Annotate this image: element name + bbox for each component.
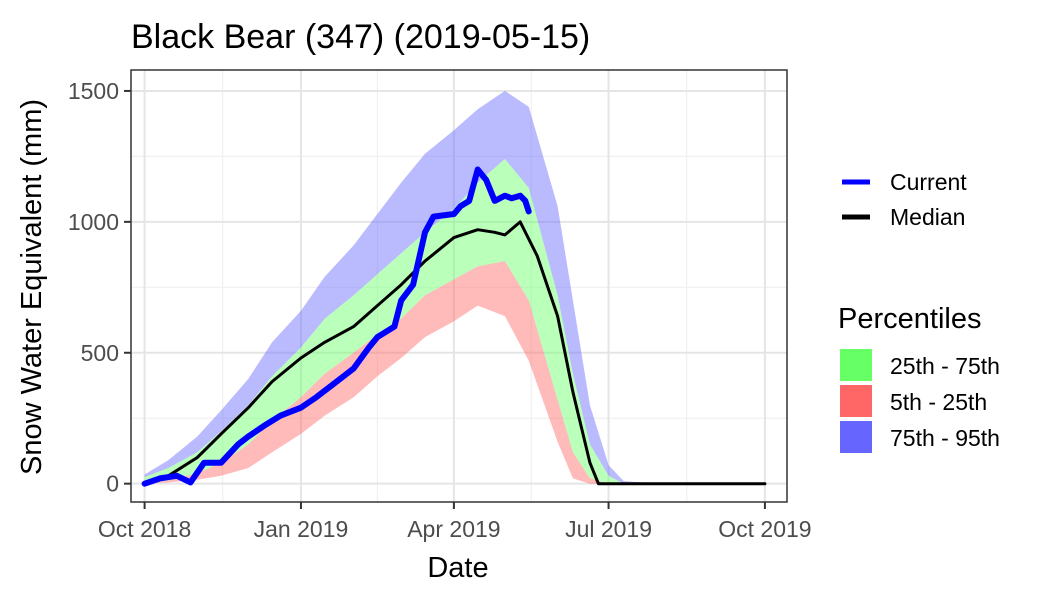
legend-swatch bbox=[840, 421, 872, 453]
x-tick-label: Apr 2019 bbox=[407, 516, 500, 542]
band-5th-25th bbox=[144, 261, 765, 484]
y-tick-label: 1500 bbox=[68, 78, 119, 104]
x-axis-label: Date bbox=[427, 552, 488, 584]
major-grid bbox=[131, 70, 787, 502]
y-tick-label: 0 bbox=[106, 471, 119, 497]
y-tick-label: 500 bbox=[81, 340, 119, 366]
legend-title-percentiles: Percentiles bbox=[838, 303, 981, 335]
series-line-median bbox=[143, 220, 767, 486]
legend-label-percentile: 75th - 95th bbox=[890, 425, 1000, 451]
legend-label-percentile: 25th - 75th bbox=[890, 353, 1000, 379]
band-25th-75th bbox=[144, 159, 765, 484]
legend: Current Median Percentiles 25th - 75th 5th -… bbox=[838, 169, 1000, 453]
legend-label-median: Median bbox=[890, 204, 965, 230]
legend-swatch bbox=[840, 385, 872, 417]
percentile-bands bbox=[144, 90, 765, 484]
legend-label-percentile: 5th - 25th bbox=[890, 389, 987, 415]
y-tick-label: 1000 bbox=[68, 209, 119, 235]
series-line-current bbox=[141, 166, 532, 487]
chart-title: Black Bear (347) (2019-05-15) bbox=[131, 18, 590, 56]
x-tick-label: Oct 2019 bbox=[718, 516, 811, 542]
panel-border bbox=[130, 69, 788, 503]
legend-label-current: Current bbox=[890, 169, 967, 195]
minor-grid bbox=[131, 70, 787, 502]
band-75th-95th bbox=[144, 90, 765, 484]
x-tick-label: Jul 2019 bbox=[565, 516, 652, 542]
x-tick-label: Oct 2018 bbox=[98, 516, 191, 542]
plot-area: 0 500 1000 1500 Oct 2018 Jan 2019 Apr 2019 Jul … bbox=[68, 69, 812, 542]
plot-background bbox=[131, 70, 787, 502]
y-axis-label: Snow Water Equivalent (mm) bbox=[16, 99, 48, 475]
legend-swatch bbox=[840, 349, 872, 381]
x-tick-label: Jan 2019 bbox=[254, 516, 349, 542]
